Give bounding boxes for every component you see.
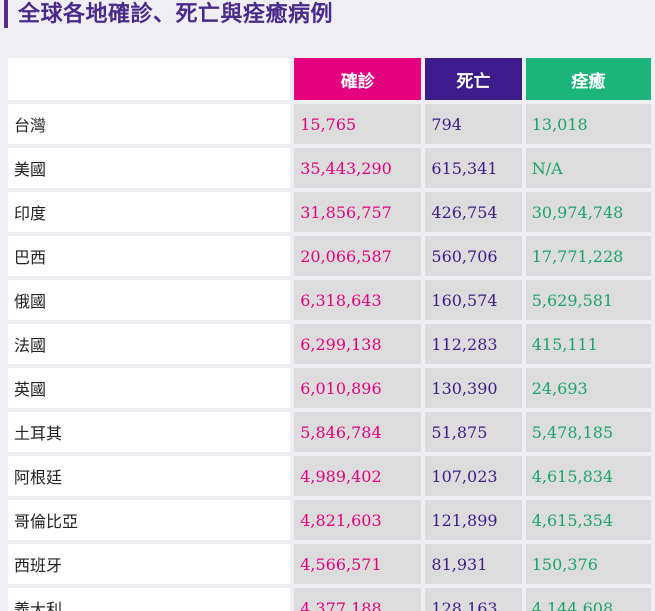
confirmed-cell: 31,856,757: [294, 192, 422, 232]
table-row: 法國 6,299,138 112,283 415,111: [8, 324, 651, 364]
country-cell: 印度: [8, 192, 291, 232]
confirmed-cell: 4,989,402: [294, 456, 422, 496]
table-row: 義大利 4,377,188 128,163 4,144,608: [8, 588, 651, 611]
recovered-cell: 24,693: [525, 368, 651, 408]
header-confirmed: 確診: [294, 58, 422, 100]
page-title: 全球各地確診、死亡與痊癒病例: [18, 2, 334, 27]
confirmed-cell: 6,318,643: [294, 280, 422, 320]
country-cell: 法國: [8, 324, 291, 364]
table-header-row: 確診 死亡 痊癒: [8, 58, 651, 100]
header-country-blank: [8, 58, 291, 100]
table-row: 台灣 15,765 794 13,018: [8, 104, 651, 144]
recovered-cell: 5,478,185: [525, 412, 651, 452]
deaths-cell: 51,875: [425, 412, 522, 452]
confirmed-cell: 15,765: [294, 104, 422, 144]
title-bar: 全球各地確診、死亡與痊癒病例: [0, 0, 655, 30]
confirmed-cell: 4,566,571: [294, 544, 422, 584]
confirmed-cell: 4,821,603: [294, 500, 422, 540]
deaths-cell: 81,931: [425, 544, 522, 584]
country-cell: 俄國: [8, 280, 291, 320]
country-cell: 台灣: [8, 104, 291, 144]
country-cell: 阿根廷: [8, 456, 291, 496]
country-cell: 哥倫比亞: [8, 500, 291, 540]
table-row: 俄國 6,318,643 160,574 5,629,581: [8, 280, 651, 320]
deaths-cell: 615,341: [425, 148, 522, 188]
country-cell: 土耳其: [8, 412, 291, 452]
table-row: 阿根廷 4,989,402 107,023 4,615,834: [8, 456, 651, 496]
recovered-cell: 13,018: [525, 104, 651, 144]
header-recovered: 痊癒: [525, 58, 651, 100]
confirmed-cell: 4,377,188: [294, 588, 422, 611]
title-accent-bar: [4, 0, 8, 28]
country-cell: 義大利: [8, 588, 291, 611]
country-cell: 美國: [8, 148, 291, 188]
cases-table: 確診 死亡 痊癒 台灣 15,765 794 13,018 美國 35,443,290 61…: [4, 54, 655, 611]
deaths-cell: 107,023: [425, 456, 522, 496]
header-deaths: 死亡: [425, 58, 522, 100]
confirmed-cell: 5,846,784: [294, 412, 422, 452]
deaths-cell: 112,283: [425, 324, 522, 364]
recovered-cell: 4,144,608: [525, 588, 651, 611]
table-row: 巴西 20,066,587 560,706 17,771,228: [8, 236, 651, 276]
recovered-cell: 415,111: [525, 324, 651, 364]
recovered-cell: 4,615,354: [525, 500, 651, 540]
recovered-cell: 30,974,748: [525, 192, 651, 232]
deaths-cell: 121,899: [425, 500, 522, 540]
deaths-cell: 426,754: [425, 192, 522, 232]
confirmed-cell: 6,010,896: [294, 368, 422, 408]
country-cell: 英國: [8, 368, 291, 408]
deaths-cell: 128,163: [425, 588, 522, 611]
recovered-cell: 17,771,228: [525, 236, 651, 276]
recovered-cell: 5,629,581: [525, 280, 651, 320]
country-cell: 巴西: [8, 236, 291, 276]
recovered-cell: 4,615,834: [525, 456, 651, 496]
table-row: 英國 6,010,896 130,390 24,693: [8, 368, 651, 408]
deaths-cell: 560,706: [425, 236, 522, 276]
confirmed-cell: 6,299,138: [294, 324, 422, 364]
table-row: 土耳其 5,846,784 51,875 5,478,185: [8, 412, 651, 452]
deaths-cell: 130,390: [425, 368, 522, 408]
table-body: 台灣 15,765 794 13,018 美國 35,443,290 615,341 N/A 印…: [8, 104, 651, 611]
deaths-cell: 794: [425, 104, 522, 144]
recovered-cell: 150,376: [525, 544, 651, 584]
table-row: 美國 35,443,290 615,341 N/A: [8, 148, 651, 188]
table-row: 印度 31,856,757 426,754 30,974,748: [8, 192, 651, 232]
table-row: 哥倫比亞 4,821,603 121,899 4,615,354: [8, 500, 651, 540]
recovered-cell: N/A: [525, 148, 651, 188]
confirmed-cell: 20,066,587: [294, 236, 422, 276]
deaths-cell: 160,574: [425, 280, 522, 320]
confirmed-cell: 35,443,290: [294, 148, 422, 188]
country-cell: 西班牙: [8, 544, 291, 584]
table-row: 西班牙 4,566,571 81,931 150,376: [8, 544, 651, 584]
